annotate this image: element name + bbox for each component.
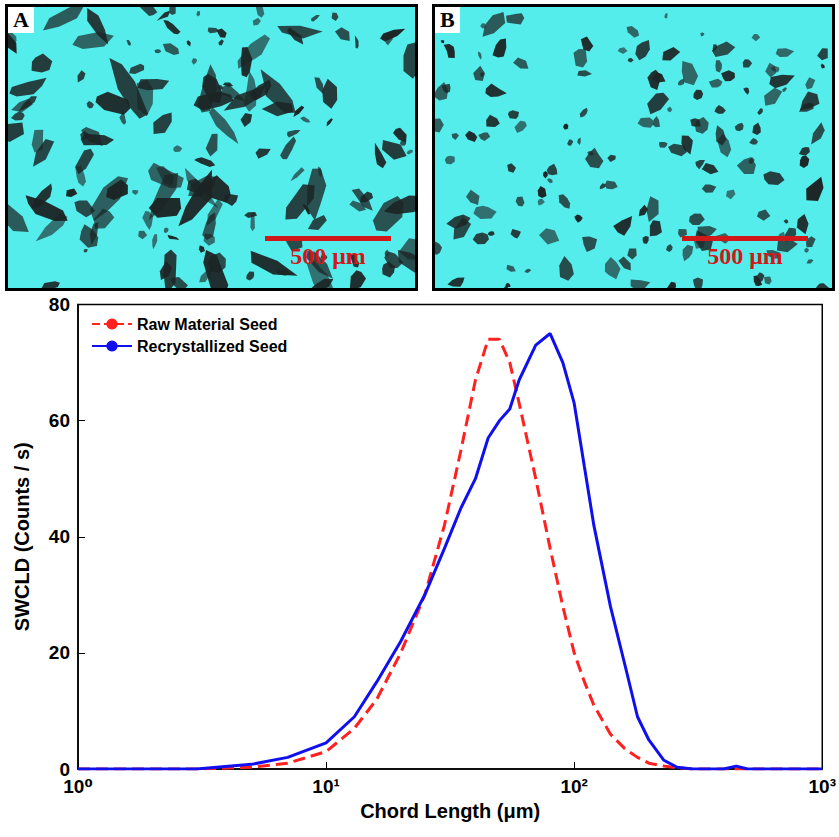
html-text:500 μm: 500 μm (707, 243, 783, 269)
svg-text:10³: 10³ (809, 776, 836, 797)
html-text:500 μm: 500 μm (290, 243, 366, 269)
svg-text:Raw Material Seed: Raw Material Seed (137, 316, 278, 333)
svg-text:Chord Length (μm): Chord Length (μm) (360, 800, 540, 822)
svg-text:60: 60 (49, 410, 70, 431)
svg-text:0: 0 (59, 758, 70, 780)
svg-text:SWCLD (Counts / s): SWCLD (Counts / s) (11, 442, 33, 631)
html-text:A: A (13, 7, 29, 32)
svg-text:10⁰: 10⁰ (63, 776, 92, 797)
svg-text:20: 20 (49, 642, 70, 663)
html-text:B: B (440, 7, 455, 32)
svg-text:40: 40 (49, 526, 70, 547)
svg-text:80: 80 (49, 295, 70, 315)
svg-text:10¹: 10¹ (312, 776, 339, 797)
svg-text:Recrystallized Seed: Recrystallized Seed (137, 338, 287, 355)
svg-text:10²: 10² (560, 776, 587, 797)
